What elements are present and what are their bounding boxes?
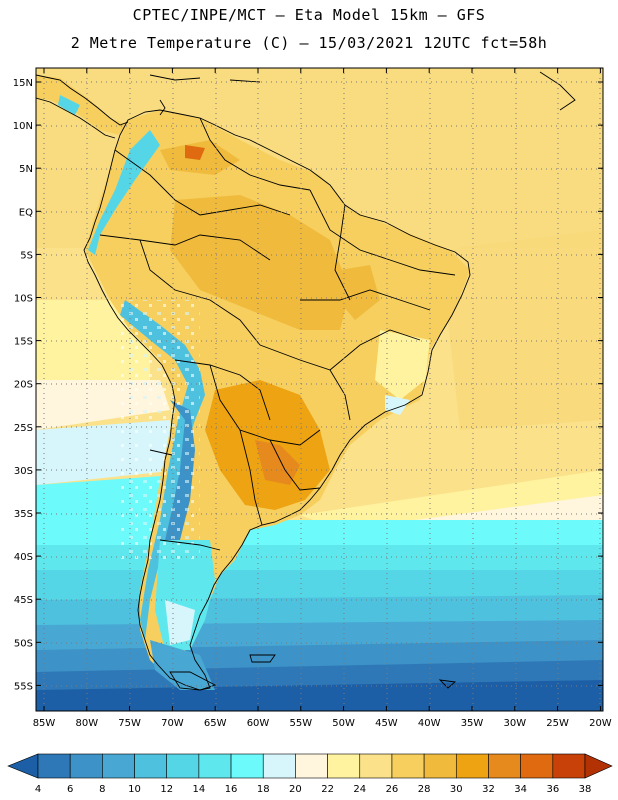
colorbar-bin [69,753,103,779]
colorbar-tick: 8 [99,784,105,795]
colorbar-tick: 4 [35,784,41,795]
temperature-map: 15N 10N 5N EQ 5S 10S 15S 20S 25S 30S 35S 40S 45S 50S 5… [13,67,612,729]
colorbar-bin [295,753,328,779]
lat-label: 25S [14,423,33,434]
colorbar-tick: 6 [67,784,73,795]
colorbar-bin [37,753,71,779]
colorbar-tick: 38 [579,784,592,795]
colorbar-bin [198,753,232,779]
colorbar-bin [134,753,168,779]
lon-label: 30W [503,718,526,729]
lon-label: 55W [289,718,312,729]
colorbar-bin [488,753,521,779]
lat-label: 20S [14,380,33,391]
colorbar-tick: 32 [482,784,495,795]
latitude-labels: 15N 10N 5N EQ 5S 10S 15S 20S 25S 30S 35S 40S 45S 50S 5… [13,78,33,692]
lon-label: 45W [375,718,398,729]
coastlines [36,71,576,691]
lat-label: 5N [19,164,33,175]
lat-label: 45S [14,595,33,606]
colorbar-bin [552,753,586,779]
colorbar-tick: 24 [353,784,366,795]
axis-ticks [36,68,603,711]
lat-label: 15S [14,337,33,348]
lat-label: 40S [14,552,33,563]
lon-label: 85W [33,718,56,729]
colorbar-bin [262,753,296,779]
colorbar-bin [359,753,393,779]
lat-label: 30S [14,466,33,477]
graticule [36,68,603,711]
colorbar: 4 6 8 10 12 14 16 18 20 22 24 26 28 30 32 34 36 38 [7,753,613,795]
lat-label: 35S [14,509,33,520]
colorbar-labels: 4 6 8 10 12 14 16 18 20 22 24 26 28 30 32 34 36 38 [35,784,592,795]
colorbar-tick: 34 [514,784,527,795]
lon-label: 20W [589,718,612,729]
colorbar-bin [230,753,264,779]
lat-label: 50S [14,638,33,649]
lat-label: EQ [19,207,33,218]
colorbar-tick: 20 [289,784,302,795]
lon-label: 50W [332,718,355,729]
lon-label: 65W [204,718,227,729]
map-frame [35,67,604,712]
colorbar-tick: 18 [257,784,270,795]
lon-label: 40W [418,718,441,729]
colorbar-arrow-high [584,753,613,779]
colorbar-tick: 26 [386,784,399,795]
lon-label: 25W [546,718,569,729]
colorbar-arrow-low [7,753,39,779]
colorbar-tick: 12 [160,784,173,795]
colorbar-bin [423,753,457,779]
chart-title: CPTEC/INPE/MCT – Eta Model 15km – GFS [132,6,486,24]
colorbar-tick: 22 [321,784,334,795]
longitude-labels: 85W 80W 75W 70W 65W 60W 55W 50W 45W 40W 35W 30W 25W 2… [33,718,612,729]
lat-label: 5S [20,250,33,261]
lon-label: 75W [118,718,141,729]
colorbar-tick: 14 [193,784,206,795]
lat-label: 15N [13,78,33,89]
colorbar-bin [455,753,489,779]
lon-label: 70W [161,718,184,729]
colorbar-tick: 36 [546,784,559,795]
colorbar-bin [102,753,135,779]
chart-subtitle: 2 Metre Temperature (C) – 15/03/2021 12U… [70,34,548,52]
temperature-field [36,68,603,711]
colorbar-bin [391,753,425,779]
colorbar-bin [166,753,200,779]
colorbar-tick: 16 [225,784,238,795]
lon-label: 80W [75,718,98,729]
colorbar-tick: 10 [128,784,141,795]
colorbar-bin [520,753,554,779]
colorbar-bin [327,753,361,779]
lon-label: 60W [247,718,270,729]
colorbar-tick: 30 [450,784,463,795]
lat-label: 10S [14,294,33,305]
lon-label: 35W [461,718,484,729]
lat-label: 10N [13,121,33,132]
colorbar-tick: 28 [418,784,431,795]
lat-label: 55S [14,681,33,692]
